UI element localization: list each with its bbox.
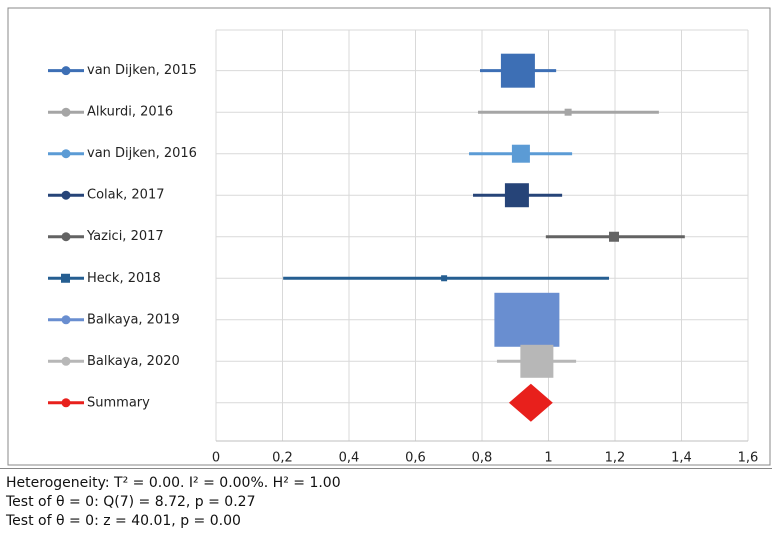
estimate-marker [494, 292, 560, 347]
legend-marker [61, 273, 70, 283]
legend-label: Yazici, 2017 [86, 229, 164, 244]
legend-marker [61, 315, 71, 325]
note: Heterogeneity: T² = 0.00. I² = 0.00%. H²… [6, 475, 341, 491]
legend-marker [61, 356, 71, 366]
legend-marker [61, 149, 71, 159]
x-tick-label: 1,6 [738, 451, 759, 466]
x-tick-label: 1 [544, 451, 552, 466]
notes: Heterogeneity: T² = 0.00. I² = 0.00%. H²… [0, 468, 772, 533]
legend-marker [61, 107, 71, 117]
summary-diamond [508, 383, 553, 422]
legend-label: van Dijken, 2016 [87, 146, 197, 161]
legend-label: Colak, 2017 [87, 188, 165, 203]
note: Test of θ = 0: Q(7) = 8.72, p = 0.27 [6, 494, 256, 510]
legend-label: Summary [87, 395, 150, 410]
chart-border [7, 7, 771, 466]
estimate-marker [511, 144, 530, 163]
estimate-marker [564, 108, 572, 116]
estimate-marker [500, 53, 535, 88]
legend-marker [61, 66, 71, 76]
estimate-marker [520, 344, 554, 378]
x-tick-label: 0,8 [472, 451, 493, 466]
note: Test of θ = 0: z = 40.01, p = 0.00 [6, 513, 241, 529]
legend-label: van Dijken, 2015 [87, 63, 197, 78]
estimate-marker [441, 275, 448, 282]
x-tick-label: 1,2 [605, 451, 626, 466]
legend-label: Alkurdi, 2016 [87, 105, 173, 120]
estimate-marker [609, 231, 620, 242]
x-tick-label: 0,6 [405, 451, 426, 466]
x-tick-label: 0,2 [272, 451, 293, 466]
legend-label: Heck, 2018 [87, 271, 161, 286]
legend-marker [61, 232, 71, 242]
legend-marker [61, 398, 71, 408]
legend-label: Balkaya, 2019 [87, 312, 180, 327]
x-tick-label: 0 [212, 451, 220, 466]
x-tick-label: 0,4 [339, 451, 360, 466]
x-tick-label: 1,4 [671, 451, 692, 466]
legend-label: Balkaya, 2020 [87, 354, 180, 369]
estimate-marker [504, 183, 529, 208]
legend-marker [61, 190, 71, 200]
chart: 0 0,2 0,4 0,6 0,8 1 1,2 1,4 1,6 van Dijken, 2015 A… [7, 7, 771, 466]
